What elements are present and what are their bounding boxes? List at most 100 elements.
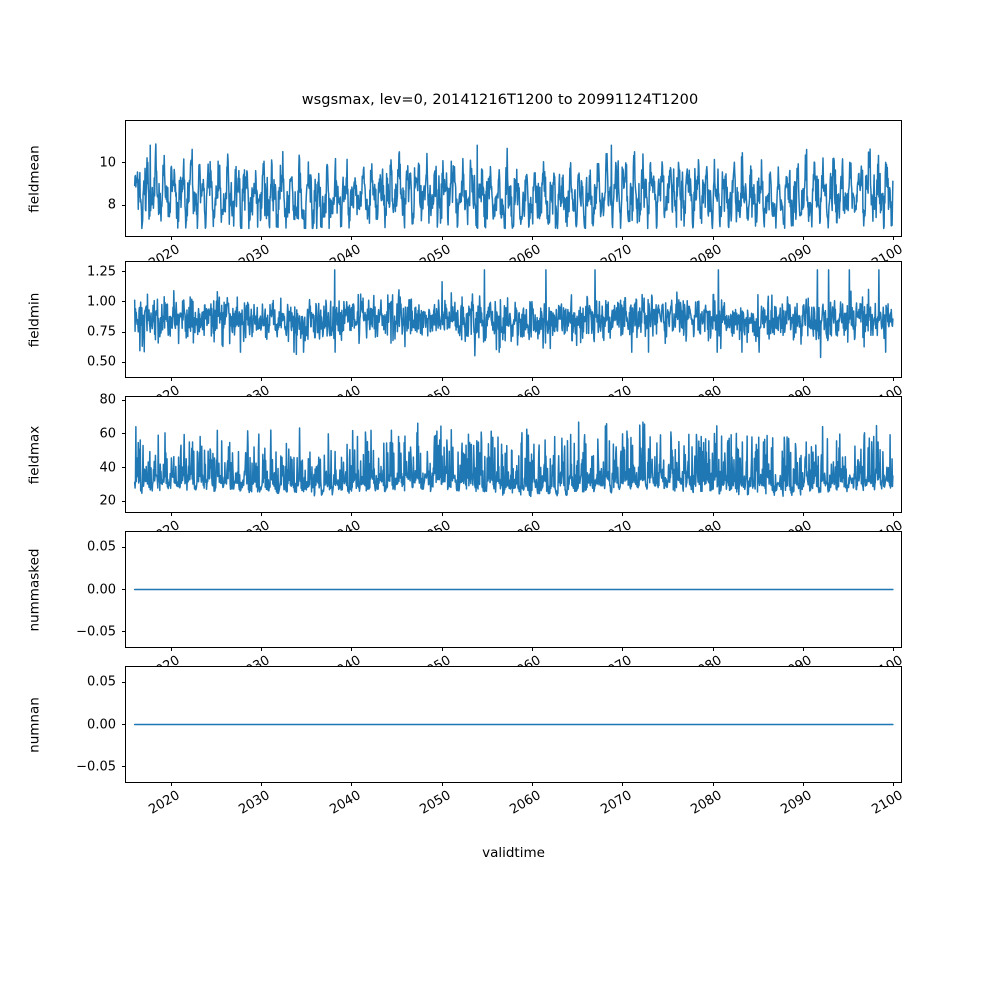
plot-area [126, 532, 901, 647]
x-tick-mark [893, 782, 895, 786]
x-tick-mark [441, 236, 443, 240]
y-tick-mark [122, 681, 126, 683]
x-tick-label: 2080 [688, 788, 725, 814]
x-tick-mark [531, 647, 533, 651]
x-tick-mark [351, 236, 353, 240]
y-tick-mark [122, 331, 126, 333]
y-axis-label-fieldmin: fieldmin [26, 292, 42, 347]
x-tick-mark [893, 377, 895, 381]
y-tick-label: 1.25 [87, 264, 116, 280]
x-tick-mark [170, 647, 172, 651]
y-tick-mark [122, 433, 126, 435]
x-tick-mark [260, 377, 263, 381]
x-tick-mark [622, 647, 624, 651]
subplot-fieldmin: 0.500.751.001.25fieldmin2020203020402050… [26, 261, 905, 409]
x-tick-mark [802, 647, 804, 651]
x-tick-label: 2020 [146, 788, 183, 814]
x-axis-label: validtime [482, 845, 545, 861]
subplot-fieldmean: 8 10 fieldmean 2020 2030 2040 2050 2060 2070 2080… [26, 120, 905, 268]
plot-area [126, 397, 901, 512]
data-line-fieldmin [133, 269, 894, 359]
x-tick-label: 2040 [327, 788, 364, 814]
y-tick-mark [122, 766, 126, 768]
x-tick-mark [531, 512, 533, 516]
y-tick-label: 0.75 [87, 324, 116, 340]
y-tick-label: 0.05 [87, 539, 116, 555]
y-tick-label: −0.05 [76, 624, 116, 640]
x-tick-mark [622, 782, 624, 786]
x-tick-label-strip: 2020 2030 2040 2050 2060 2070 2080 2090 2100 [1, 784, 1000, 814]
subplot-nummasked: −0.050.000.05nummasked202020302040205020… [26, 531, 905, 679]
x-tick-mark [351, 782, 353, 786]
x-tick-mark [893, 647, 895, 651]
y-tick-mark [122, 271, 126, 273]
data-line-numnan [133, 723, 894, 726]
x-tick-mark [712, 647, 714, 651]
plot-area [126, 262, 901, 377]
data-line-nummasked [133, 588, 894, 591]
x-tick-mark [441, 377, 443, 381]
x-tick-mark [531, 377, 533, 381]
y-tick-mark [122, 162, 126, 164]
y-tick-label: 0.50 [87, 354, 116, 370]
y-tick-mark [122, 204, 126, 206]
x-tick-label: 2060 [507, 788, 544, 814]
y-tick-label: 10 [99, 155, 116, 171]
y-tick-mark [122, 589, 126, 591]
plot-area [126, 667, 901, 782]
x-tick-mark [260, 512, 263, 516]
x-tick-mark [351, 647, 353, 651]
x-tick-mark [802, 782, 804, 786]
x-tick-mark [441, 512, 443, 516]
y-tick-label: 1.00 [87, 294, 116, 310]
y-tick-mark [122, 361, 126, 364]
y-tick-label: 80 [99, 392, 116, 408]
x-tick-mark [893, 236, 895, 240]
y-tick-mark [122, 467, 126, 469]
x-tick-mark [531, 236, 533, 240]
x-tick-mark [622, 236, 624, 240]
y-tick-label: 0.00 [87, 717, 116, 732]
y-tick-label: 20 [99, 493, 116, 509]
x-tick-mark [170, 236, 172, 240]
x-tick-mark [712, 377, 714, 381]
x-tick-mark [712, 236, 714, 240]
figure-title: wsgsmax, lev=0, 20141216T1200 to 2099112… [301, 92, 699, 108]
subplot-numnan: −0.05 0.00 0.05 numnan 2020 2030 2040 2050 2060 2… [26, 666, 905, 814]
x-tick-mark [712, 512, 714, 516]
x-tick-mark [712, 782, 714, 786]
x-tick-mark [893, 512, 895, 516]
x-tick-label: 2030 [236, 788, 273, 814]
y-axis-label-nummasked: nummasked [26, 548, 42, 631]
x-tick-mark [260, 647, 263, 651]
y-tick-mark [122, 724, 126, 726]
y-tick-mark [122, 399, 126, 401]
x-tick-label: 2100 [869, 788, 906, 814]
x-tick-mark [351, 377, 353, 381]
x-tick-mark [802, 236, 804, 240]
data-line-fieldmax [133, 421, 894, 498]
data-line-fieldmean [133, 143, 894, 230]
x-tick-mark [802, 512, 804, 516]
x-tick-mark [531, 782, 533, 786]
y-axis-label-fieldmax: fieldmax [26, 425, 42, 484]
y-tick-label: 0.05 [87, 674, 116, 690]
subplot-fieldmax: 20406080fieldmax202020302040205020602070… [26, 393, 905, 544]
x-tick-mark [351, 512, 353, 516]
x-tick-mark [441, 647, 443, 651]
x-tick-label: 2090 [778, 788, 815, 814]
y-tick-label: 0.00 [87, 582, 116, 597]
y-tick-label: 8 [107, 197, 116, 213]
y-tick-mark [122, 546, 126, 548]
x-tick-mark [170, 512, 172, 516]
y-tick-mark [122, 500, 126, 502]
y-tick-mark [122, 631, 126, 633]
x-tick-mark [260, 782, 263, 786]
y-tick-mark [122, 301, 126, 303]
y-tick-label: 40 [99, 460, 116, 475]
x-tick-mark [260, 236, 263, 240]
x-tick-mark [170, 377, 172, 381]
y-tick-label: 60 [99, 426, 116, 442]
y-tick-label: −0.05 [76, 759, 116, 775]
